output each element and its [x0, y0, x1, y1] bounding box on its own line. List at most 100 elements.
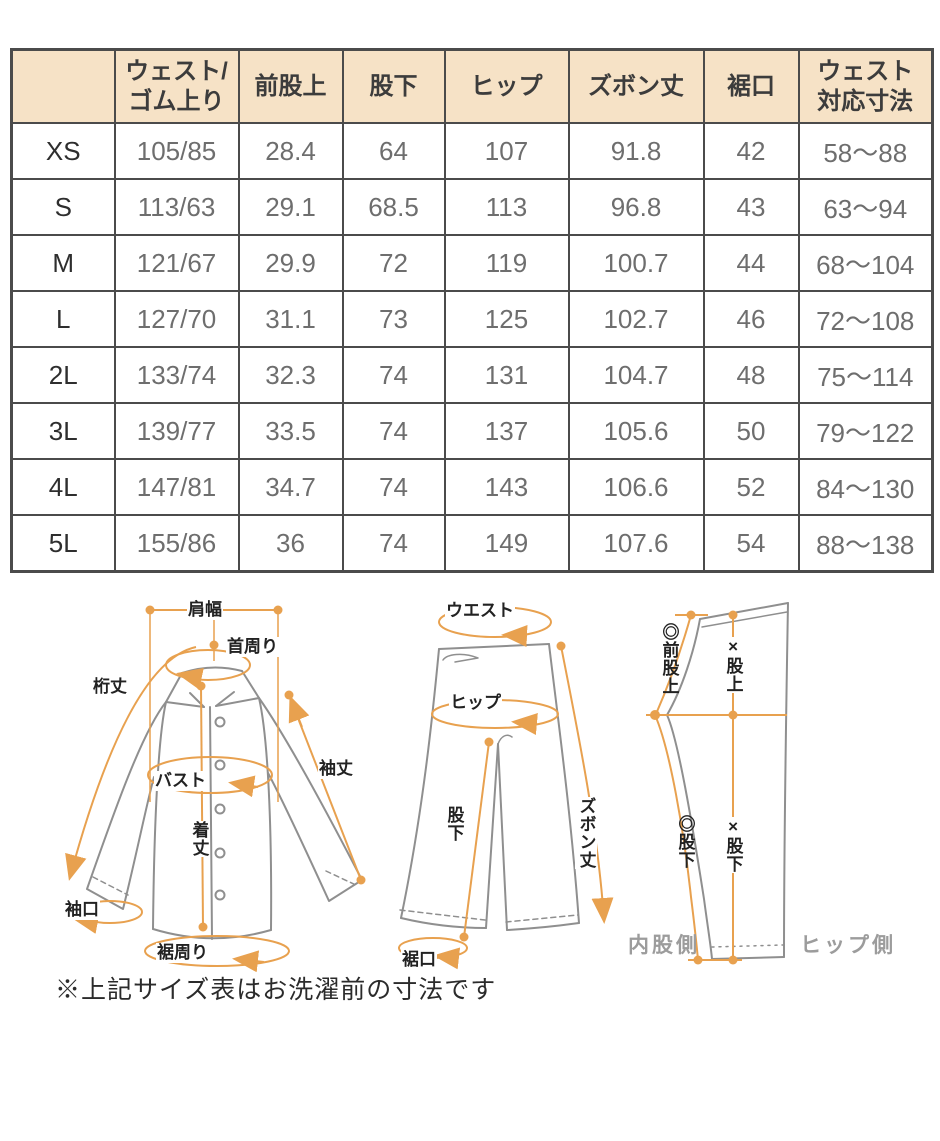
- header-cell-blank: [10, 48, 116, 124]
- value-cell: 32.3: [237, 346, 344, 404]
- value-cell: 104.7: [567, 346, 705, 404]
- value-cell: 143: [443, 458, 570, 516]
- value-cell: 79〜122: [797, 402, 934, 460]
- value-cell: 46: [702, 290, 800, 348]
- value-cell: 36: [237, 514, 344, 573]
- header-cell-pants-length: ズボン丈: [567, 48, 705, 124]
- value-cell: 43: [702, 178, 800, 236]
- value-cell: 147/81: [113, 458, 240, 516]
- neck-around-label: 首周り: [226, 637, 279, 657]
- value-cell: 52: [702, 458, 800, 516]
- header-cell-waist-range: ウェスト 対応寸法: [797, 48, 934, 124]
- shirt-diagram: 肩幅 首周り 桁丈 バスト 袖丈 着丈 袖口 裾周り: [30, 587, 390, 979]
- value-cell: 105/85: [113, 122, 240, 180]
- value-cell: 121/67: [113, 234, 240, 292]
- shirt-line-art: [65, 605, 366, 973]
- value-cell: 58〜88: [797, 122, 934, 180]
- header-cell-waist-elastic: ウェスト/ ゴム上り: [113, 48, 240, 124]
- value-cell: 74: [341, 402, 446, 460]
- value-cell: 50: [702, 402, 800, 460]
- value-cell: 96.8: [567, 178, 705, 236]
- header-cell-inseam: 股下: [341, 48, 446, 124]
- value-cell: 29.1: [237, 178, 344, 236]
- front-rise-label: ◎前股上: [659, 623, 679, 695]
- value-cell: 33.5: [237, 402, 344, 460]
- value-cell: 34.7: [237, 458, 344, 516]
- value-cell: 137: [443, 402, 570, 460]
- value-cell: 42: [702, 122, 800, 180]
- value-cell: 54: [702, 514, 800, 573]
- table-row: L 127/70 31.1 73 125 102.7 46 72〜108: [10, 290, 934, 348]
- pants-side-diagram: ◎前股上 ×股上 ◎股下 ×股下 内股側 ヒップ側: [628, 597, 940, 975]
- table-row: XS 105/85 28.4 64 107 91.8 42 58〜88: [10, 122, 934, 180]
- value-cell: 91.8: [567, 122, 705, 180]
- hem-around-label: 裾周り: [156, 943, 209, 963]
- value-cell: 84〜130: [797, 458, 934, 516]
- size-cell: 3L: [10, 402, 116, 460]
- table-row: 5L 155/86 36 74 149 107.6 54 88〜138: [10, 514, 934, 573]
- size-cell: XS: [10, 122, 116, 180]
- value-cell: 149: [443, 514, 570, 573]
- shoulder-width-label: 肩幅: [187, 600, 223, 620]
- size-cell: 5L: [10, 514, 116, 573]
- header-cell-front-rise: 前股上: [237, 48, 344, 124]
- table-row: M 121/67 29.9 72 119 100.7 44 68〜104: [10, 234, 934, 292]
- sleeve-length-label: 袖丈: [318, 759, 354, 779]
- table-row: 3L 139/77 33.5 74 137 105.6 50 79〜122: [10, 402, 934, 460]
- value-cell: 73: [341, 290, 446, 348]
- size-cell: S: [10, 178, 116, 236]
- value-cell: 72〜108: [797, 290, 934, 348]
- hip-side-label: ヒップ側: [800, 934, 896, 957]
- header-row: ウェスト/ ゴム上り 前股上 股下 ヒップ ズボン丈 裾口 ウェスト 対応寸法: [10, 48, 934, 124]
- value-cell: 48: [702, 346, 800, 404]
- value-cell: 74: [341, 458, 446, 516]
- bust-label: バスト: [154, 771, 207, 791]
- value-cell: 105.6: [567, 402, 705, 460]
- table-row: 4L 147/81 34.7 74 143 106.6 52 84〜130: [10, 458, 934, 516]
- pants-front-diagram: ウエスト ヒップ ズボン丈 股下 裾口: [385, 592, 645, 992]
- value-cell: 75〜114: [797, 346, 934, 404]
- value-cell: 68.5: [341, 178, 446, 236]
- value-cell: 107: [443, 122, 570, 180]
- value-cell: 68〜104: [797, 234, 934, 292]
- body-length-label: 着丈: [188, 821, 210, 857]
- inseam-a-label: ◎股下: [675, 815, 695, 869]
- size-cell: M: [10, 234, 116, 292]
- table-row: S 113/63 29.1 68.5 113 96.8 43 63〜94: [10, 178, 934, 236]
- rise-label: ×股上: [722, 637, 744, 693]
- value-cell: 113: [443, 178, 570, 236]
- pants-length-label: ズボン丈: [575, 797, 597, 869]
- size-cell: L: [10, 290, 116, 348]
- value-cell: 131: [443, 346, 570, 404]
- waist-label: ウエスト: [445, 601, 515, 621]
- size-cell: 4L: [10, 458, 116, 516]
- value-cell: 107.6: [567, 514, 705, 573]
- pants-front-line-art: [398, 606, 614, 970]
- measurement-diagrams: 肩幅 首周り 桁丈 バスト 袖丈 着丈 袖口 裾周り: [0, 587, 940, 1057]
- cuff-label: 袖口: [64, 900, 100, 920]
- value-cell: 125: [443, 290, 570, 348]
- value-cell: 155/86: [113, 514, 240, 573]
- value-cell: 72: [341, 234, 446, 292]
- size-cell: 2L: [10, 346, 116, 404]
- inseam-b-label: ×股下: [722, 817, 744, 873]
- value-cell: 31.1: [237, 290, 344, 348]
- value-cell: 106.6: [567, 458, 705, 516]
- hem-opening-label: 裾口: [401, 950, 437, 970]
- value-cell: 88〜138: [797, 514, 934, 573]
- inner-side-label: 内股側: [628, 934, 700, 957]
- value-cell: 102.7: [567, 290, 705, 348]
- value-cell: 133/74: [113, 346, 240, 404]
- value-cell: 64: [341, 122, 446, 180]
- header-cell-hip: ヒップ: [443, 48, 570, 124]
- value-cell: 44: [702, 234, 800, 292]
- hip-label: ヒップ: [449, 693, 502, 713]
- value-cell: 63〜94: [797, 178, 934, 236]
- table-row: 2L 133/74 32.3 74 131 104.7 48 75〜114: [10, 346, 934, 404]
- pants-side-line-art: [646, 602, 789, 965]
- pre-wash-note: ※上記サイズ表はお洗濯前の寸法です: [55, 976, 497, 1004]
- value-cell: 113/63: [113, 178, 240, 236]
- value-cell: 100.7: [567, 234, 705, 292]
- value-cell: 119: [443, 234, 570, 292]
- header-cell-hem: 裾口: [702, 48, 800, 124]
